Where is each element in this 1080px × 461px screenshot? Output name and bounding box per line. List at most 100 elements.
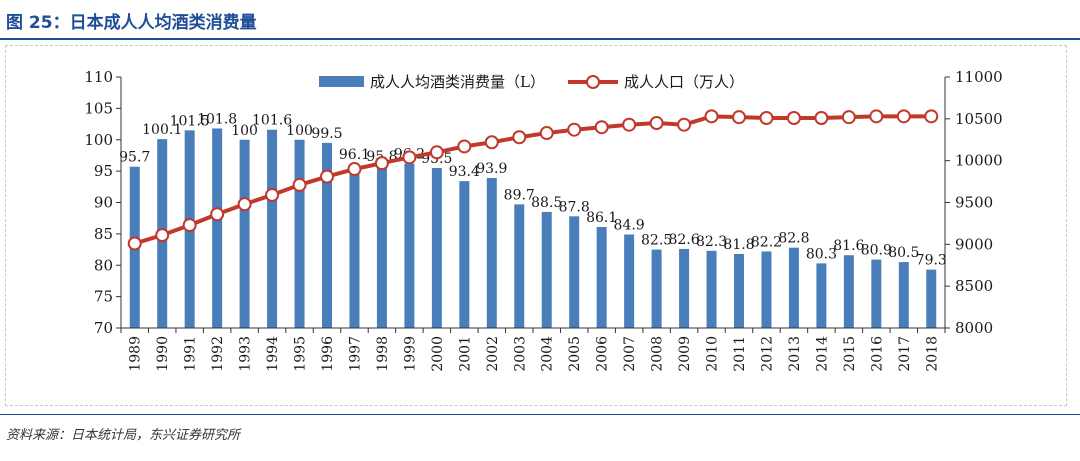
bar-value-label: 82.6 [668,232,699,248]
line-marker [512,130,527,145]
line-marker [320,169,334,184]
left-tick-label: 75 [94,288,113,306]
bar-value-label: 87.8 [559,199,590,215]
line-marker [924,109,939,124]
line-marker [814,110,829,125]
line-marker [622,117,637,132]
left-tick-label: 105 [84,99,113,117]
bar-value-label: 82.8 [778,231,809,247]
line-marker [402,150,417,165]
left-tick-label: 100 [84,131,113,149]
x-tick-label: 1996 [320,336,336,372]
line-marker [347,162,362,177]
bar-value-label: 80.3 [806,246,837,262]
source-note: 资料来源：日本统计局，东兴证券研究所 [6,428,241,443]
left-tick-label: 90 [94,194,113,212]
bar-value-label: 101.6 [252,113,292,129]
x-tick-label: 2007 [622,336,638,372]
bar-value-label: 100 [231,123,258,139]
bar [404,163,415,328]
line-marker [292,177,307,192]
line-marker [841,110,856,125]
x-tick-label: 2010 [705,336,721,372]
bar [212,128,223,328]
source-rule [0,414,1080,415]
bar-value-label: 84.9 [614,218,645,234]
x-tick-label: 2017 [897,336,913,372]
bar-value-label: 86.1 [586,210,617,226]
line-marker [759,110,774,125]
x-axis: 1989 1990 1991 1992 1993 1994 1995 1996 1997 1998… [120,327,946,372]
bar [486,178,497,328]
x-tick-label: 2008 [650,336,666,372]
legend: 成人人均酒类消费量（L） 成人人口（万人） [319,73,744,91]
line-marker [704,109,719,124]
x-tick-label: 2005 [567,336,583,372]
x-tick-label: 2018 [924,336,940,372]
line-marker [374,156,389,171]
bar [541,211,552,328]
bar [459,181,470,328]
bar-value-label: 80.5 [888,245,919,261]
legend-bar-label: 成人人均酒类消费量（L） [370,73,545,91]
bar [761,251,772,328]
left-tick-label: 95 [94,162,113,180]
left-tick-label: 80 [94,256,113,274]
bar [624,234,635,328]
x-tick-label: 2003 [512,336,528,372]
x-tick-label: 1994 [265,336,281,372]
figure-title: 图 25：日本成人人均酒类消费量 [6,13,257,33]
x-tick-label: 1997 [347,336,363,372]
bar [596,226,607,328]
x-tick-label: 2009 [677,336,693,372]
line-marker [429,145,444,160]
bar [706,250,717,328]
bar [239,139,250,328]
x-tick-label: 1998 [375,336,391,372]
bar [431,167,442,328]
bar [788,247,799,328]
x-tick-label: 2001 [457,336,473,372]
left-tick-label: 85 [94,225,113,243]
bar [871,259,882,328]
line-marker [457,139,472,154]
x-tick-label: 1995 [293,336,309,372]
bar-value-label: 96.1 [339,147,370,163]
bar-value-label: 82.3 [696,234,727,250]
bar [843,255,854,328]
bar-value-label: 81.8 [723,237,754,253]
line-marker [896,109,911,124]
bar-value-label: 100.1 [142,122,182,138]
left-axis: 70 75 80 85 90 95 100 105 110 [84,68,122,337]
left-tick-label: 70 [94,319,113,337]
line-marker [210,207,225,222]
bar [294,139,305,328]
x-tick-label: 2002 [485,336,501,372]
x-tick-label: 2006 [595,336,611,372]
bar-value-label: 79.3 [916,253,947,269]
x-tick-label: 2015 [842,336,858,372]
x-tick-label: 1990 [155,336,171,372]
left-tick-label: 110 [84,68,113,86]
line-marker [649,116,664,131]
bar [322,142,332,328]
right-tick-label: 10000 [955,152,1003,170]
x-tick-label: 1989 [128,336,144,372]
line-marker [677,117,692,132]
right-tick-label: 10500 [955,110,1003,128]
line-marker [869,109,884,124]
bar [926,269,937,328]
bar [679,248,690,328]
bar-value-label: 88.5 [531,195,562,211]
x-tick-label: 1999 [402,336,418,372]
bar [349,164,360,328]
x-tick-label: 2016 [869,336,885,372]
line-marker [237,197,252,212]
line-marker [265,187,280,202]
right-axis: 8000 8500 9000 9500 10000 10500 11000 [944,68,1003,337]
bar [376,166,387,328]
x-tick-label: 2013 [787,336,803,372]
line-marker [786,110,801,125]
line-marker [567,122,582,137]
line-marker [182,218,197,233]
